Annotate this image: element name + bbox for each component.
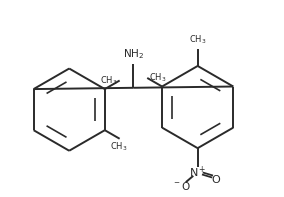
Text: O: O <box>211 175 220 185</box>
Text: NH$_2$: NH$_2$ <box>123 47 144 61</box>
Text: CH$_3$: CH$_3$ <box>100 74 118 87</box>
Text: CH$_3$: CH$_3$ <box>110 140 128 153</box>
Text: CH$_3$: CH$_3$ <box>189 34 206 46</box>
Text: $^-$O: $^-$O <box>172 180 191 192</box>
Text: N$^+$: N$^+$ <box>189 164 206 180</box>
Text: CH$_3$: CH$_3$ <box>149 72 166 84</box>
